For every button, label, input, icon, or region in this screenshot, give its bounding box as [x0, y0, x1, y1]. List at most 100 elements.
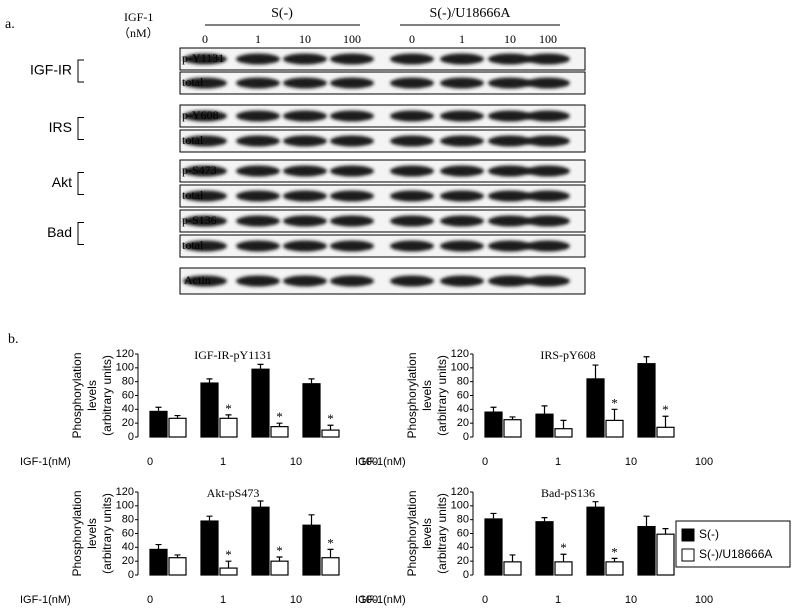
- blot-band: [390, 165, 434, 177]
- chart-title: Akt-pS473: [207, 486, 260, 500]
- y-tick-label: 60: [457, 527, 469, 539]
- y-axis-label: Phosphorylation: [70, 490, 84, 576]
- blot-band: [440, 275, 484, 287]
- blot-band: [390, 215, 434, 227]
- bar: [484, 411, 503, 438]
- x-tick-label: 1: [555, 456, 561, 468]
- bar: [586, 378, 605, 438]
- blot-band: [390, 77, 434, 89]
- blot-band: [236, 135, 280, 147]
- bar: [302, 524, 321, 576]
- bar: [321, 429, 340, 438]
- y-tick-label: 120: [116, 348, 134, 360]
- blot-band: [526, 275, 570, 287]
- y-tick-label: 20: [122, 555, 134, 567]
- y-axis-label: (arbitrary units): [100, 355, 114, 436]
- x-axis-label: IGF-1(nM): [20, 456, 71, 468]
- error-bar: [541, 405, 548, 415]
- protein-label: Bad: [47, 224, 72, 240]
- error-bar: [541, 516, 548, 522]
- group-label: S(-): [271, 6, 293, 21]
- blot-band: [488, 165, 532, 177]
- blot-band: [526, 110, 570, 122]
- x-tick-label: 100: [695, 594, 713, 606]
- error-bar: [327, 424, 334, 431]
- significance-mark: *: [327, 411, 334, 426]
- blot-band: [488, 240, 532, 252]
- unit-label: （nM）: [118, 26, 159, 40]
- y-tick-label: 100: [116, 500, 134, 512]
- blot-band: [440, 240, 484, 252]
- blot-band: [236, 240, 280, 252]
- significance-mark: *: [662, 402, 669, 417]
- bar: [637, 363, 656, 438]
- blot-band: [526, 165, 570, 177]
- blot-band: [183, 135, 227, 147]
- blot-band: [526, 190, 570, 202]
- blot-band: [183, 190, 227, 202]
- blot-band: [488, 190, 532, 202]
- error-bar: [490, 512, 497, 519]
- chart-title: IRS-pY608: [540, 348, 595, 362]
- bar: [251, 506, 270, 576]
- x-tick-label: 100: [360, 456, 378, 468]
- bar: [484, 518, 503, 576]
- y-tick-label: 20: [457, 417, 469, 429]
- error-bar: [611, 408, 618, 421]
- row-label: p-S473: [182, 163, 217, 177]
- significance-mark: *: [276, 543, 283, 558]
- x-tick-label: 100: [695, 456, 713, 468]
- blot-band: [330, 53, 374, 65]
- legend-label: S(-)/U18666A: [699, 547, 772, 561]
- blot-band: [440, 77, 484, 89]
- bracket: [77, 59, 84, 83]
- y-tick-label: 60: [122, 527, 134, 539]
- panel-label: a.: [5, 17, 15, 32]
- y-tick-label: 100: [451, 362, 469, 374]
- y-axis-label: levels: [85, 380, 99, 411]
- dose-label: 1: [459, 32, 465, 46]
- y-axis-label: levels: [85, 518, 99, 549]
- y-tick-label: 60: [122, 389, 134, 401]
- error-bar: [592, 364, 599, 379]
- legend-swatch: [681, 548, 695, 562]
- error-bar: [276, 556, 283, 562]
- y-tick-label: 40: [457, 541, 469, 553]
- error-bar: [155, 543, 162, 550]
- blot-band: [488, 135, 532, 147]
- blot-band: [330, 110, 374, 122]
- blot-strip: [179, 234, 586, 258]
- significance-mark: *: [611, 544, 618, 559]
- blot-band: [390, 275, 434, 287]
- bar: [251, 368, 270, 438]
- x-tick-label: 1: [220, 594, 226, 606]
- bar: [503, 419, 522, 438]
- blot-band: [283, 53, 327, 65]
- bracket: [77, 117, 84, 140]
- blot-band: [183, 110, 227, 122]
- protein-label: Akt: [52, 174, 72, 190]
- row-label: total: [182, 133, 204, 147]
- blot-band: [236, 53, 280, 65]
- y-tick-label: 120: [451, 348, 469, 360]
- blot-band: [183, 275, 227, 287]
- dose-label: 10: [299, 32, 311, 46]
- bar: [168, 557, 187, 576]
- x-axis-label: IGF-1(nM): [355, 456, 406, 468]
- bar: [200, 520, 219, 576]
- x-tick-label: 10: [625, 594, 637, 606]
- error-bar: [155, 406, 162, 412]
- y-axis-label: Phosphorylation: [405, 490, 419, 576]
- x-tick-label: 0: [482, 594, 488, 606]
- y-tick-label: 120: [116, 486, 134, 498]
- blot-band: [390, 110, 434, 122]
- bar: [321, 557, 340, 576]
- blot-band: [330, 275, 374, 287]
- error-bar: [206, 515, 213, 522]
- significance-mark: *: [611, 395, 618, 410]
- x-tick-label: 10: [625, 456, 637, 468]
- significance-mark: *: [327, 535, 334, 550]
- y-tick-label: 120: [451, 486, 469, 498]
- legend-label: S(-): [699, 527, 719, 541]
- blot-band: [488, 53, 532, 65]
